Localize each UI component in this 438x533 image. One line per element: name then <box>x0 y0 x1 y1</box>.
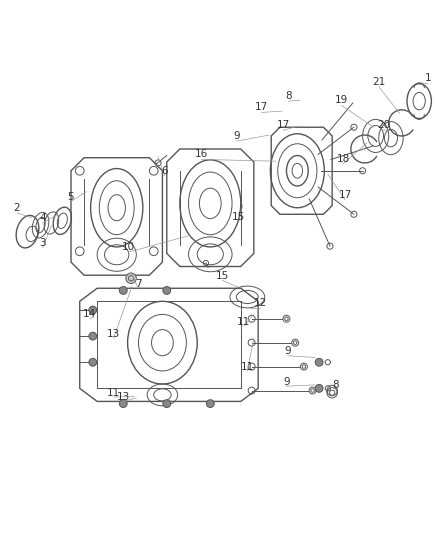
Ellipse shape <box>119 400 127 408</box>
Text: 13: 13 <box>107 329 120 339</box>
Text: 7: 7 <box>135 279 142 289</box>
Text: 9: 9 <box>283 377 290 387</box>
Text: 12: 12 <box>254 298 267 309</box>
Text: 4: 4 <box>39 213 46 223</box>
Ellipse shape <box>163 287 171 294</box>
Text: 19: 19 <box>335 95 348 105</box>
Text: 9: 9 <box>284 346 291 357</box>
Text: 8: 8 <box>285 91 292 101</box>
Text: 15: 15 <box>232 212 245 222</box>
Text: 16: 16 <box>195 149 208 159</box>
Ellipse shape <box>89 306 97 314</box>
Text: 11: 11 <box>237 317 251 327</box>
Text: 18: 18 <box>336 154 350 164</box>
Text: 11: 11 <box>240 361 254 372</box>
Text: 13: 13 <box>117 392 130 402</box>
Text: 20: 20 <box>377 119 390 130</box>
Ellipse shape <box>315 384 323 392</box>
Text: 3: 3 <box>39 238 46 247</box>
Text: 5: 5 <box>67 192 74 202</box>
Text: 9: 9 <box>233 131 240 141</box>
Text: 6: 6 <box>161 166 168 176</box>
Text: 17: 17 <box>255 102 268 112</box>
Ellipse shape <box>163 400 171 408</box>
Text: 21: 21 <box>373 77 386 87</box>
Text: 17: 17 <box>277 120 290 130</box>
Ellipse shape <box>126 273 136 284</box>
Ellipse shape <box>119 287 127 294</box>
Text: 2: 2 <box>14 203 21 213</box>
Text: 10: 10 <box>122 242 135 252</box>
Text: 15: 15 <box>216 271 229 281</box>
Text: 8: 8 <box>332 380 339 390</box>
Ellipse shape <box>89 358 97 366</box>
Text: 17: 17 <box>339 190 352 200</box>
Ellipse shape <box>206 400 214 408</box>
Ellipse shape <box>89 332 97 340</box>
Text: 11: 11 <box>107 387 120 398</box>
Text: 1: 1 <box>424 74 431 84</box>
Ellipse shape <box>315 358 323 366</box>
Text: 14: 14 <box>83 309 96 319</box>
